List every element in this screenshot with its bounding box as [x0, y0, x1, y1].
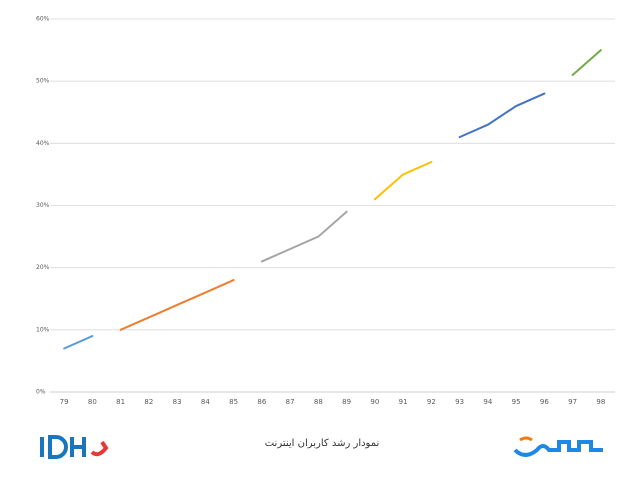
logo-part — [519, 436, 533, 442]
y-tick-label: 0% — [36, 389, 46, 396]
logo-part — [40, 437, 44, 457]
x-tick-label: 94 — [483, 398, 492, 406]
x-tick-label: 85 — [229, 398, 238, 406]
data-line — [373, 160, 433, 201]
logo-part — [70, 437, 86, 457]
x-tick-label: 96 — [540, 398, 549, 406]
x-tick-label: 82 — [144, 398, 153, 406]
x-tick-label: 79 — [60, 398, 69, 406]
y-tick-label: 30% — [36, 202, 50, 209]
x-tick-label: 81 — [116, 398, 125, 406]
x-tick-label: 84 — [201, 398, 210, 406]
x-tick-label: 95 — [512, 398, 521, 406]
y-tick-label: 20% — [36, 264, 50, 271]
logo-part — [513, 440, 603, 457]
y-tick-label: 40% — [36, 140, 50, 147]
x-tick-label: 86 — [257, 398, 266, 406]
x-tick-label: 91 — [399, 398, 408, 406]
right-logo — [513, 436, 603, 457]
x-tick-label: 89 — [342, 398, 351, 406]
data-line — [571, 49, 602, 76]
left-logo — [40, 435, 109, 459]
data-line — [119, 279, 235, 331]
logo-part — [90, 440, 109, 457]
x-tick-label: 90 — [370, 398, 379, 406]
data-line — [260, 210, 348, 263]
y-tick-label: 60% — [36, 16, 50, 23]
x-tick-label: 80 — [88, 398, 97, 406]
x-tick-label: 92 — [427, 398, 436, 406]
x-tick-label: 87 — [286, 398, 295, 406]
x-tick-label: 88 — [314, 398, 323, 406]
chart-title: نمودار رشد کاربران اینترنت — [265, 438, 380, 449]
data-line — [63, 335, 94, 350]
x-tick-label: 98 — [596, 398, 605, 406]
y-tick-label: 50% — [36, 78, 50, 85]
x-tick-label: 83 — [173, 398, 182, 406]
logo-part — [48, 435, 68, 459]
x-tick-label: 97 — [568, 398, 577, 406]
y-tick-label: 10% — [36, 326, 50, 333]
data-line — [458, 92, 546, 139]
x-tick-label: 93 — [455, 398, 464, 406]
